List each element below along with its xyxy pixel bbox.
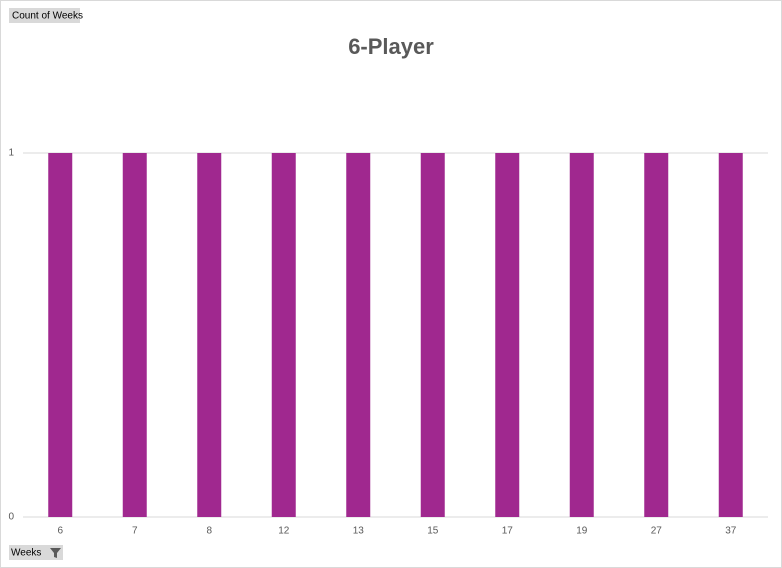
y-tick-label: 0 bbox=[8, 512, 14, 523]
bar bbox=[122, 153, 147, 517]
button-label: Count of Weeks bbox=[12, 11, 83, 22]
bar bbox=[271, 153, 296, 517]
bar bbox=[346, 153, 371, 517]
filter-icon bbox=[50, 548, 61, 558]
y-tick-label: 1 bbox=[8, 148, 14, 159]
bar bbox=[48, 153, 73, 517]
button-background bbox=[9, 8, 80, 23]
x-tick-label: 7 bbox=[132, 526, 138, 537]
x-tick-label: 37 bbox=[725, 526, 737, 537]
x-tick-label: 6 bbox=[57, 526, 63, 537]
x-tick-label: 12 bbox=[278, 526, 290, 537]
bar bbox=[495, 153, 520, 517]
value-field-button[interactable]: Count of Weeks bbox=[9, 8, 83, 23]
x-tick-label: 8 bbox=[206, 526, 212, 537]
axis-field-button[interactable]: Weeks bbox=[9, 545, 63, 560]
x-tick-label: 27 bbox=[651, 526, 663, 537]
bar bbox=[197, 153, 222, 517]
x-tick-label: 13 bbox=[353, 526, 365, 537]
x-tick-label: 15 bbox=[427, 526, 439, 537]
bar bbox=[569, 153, 594, 517]
button-label: Weeks bbox=[11, 548, 41, 559]
chart-title: 6-Player bbox=[348, 34, 434, 59]
bar bbox=[420, 153, 445, 517]
bar bbox=[718, 153, 743, 517]
x-tick-label: 19 bbox=[576, 526, 588, 537]
bar bbox=[644, 153, 669, 517]
button-background bbox=[9, 545, 63, 560]
x-tick-label: 17 bbox=[502, 526, 514, 537]
